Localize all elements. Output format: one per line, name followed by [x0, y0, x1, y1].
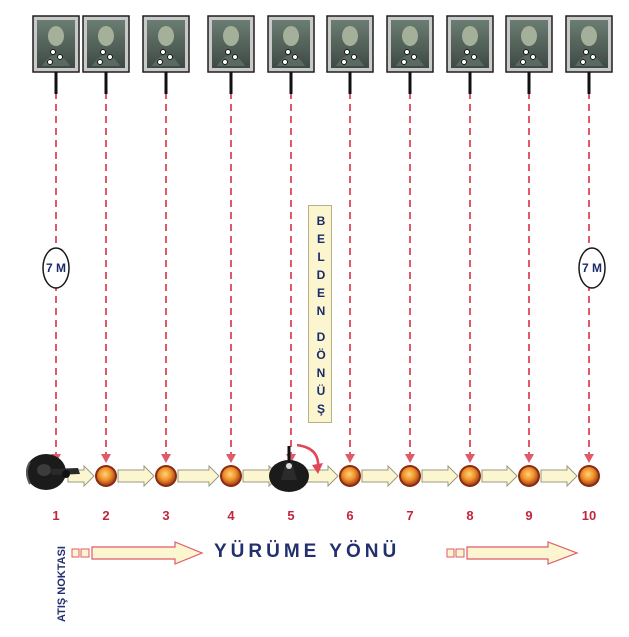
target-photo-icon: [326, 15, 374, 94]
track-arrow: [361, 464, 399, 488]
station-marker-icon: [459, 465, 481, 487]
turn-letter: N: [316, 366, 326, 380]
dashed-lines: [51, 92, 594, 463]
station-marker-icon: [95, 465, 117, 487]
turn-arrow-icon: [296, 443, 323, 474]
target-photo-icon: [446, 15, 494, 94]
station-number: 5: [287, 508, 295, 523]
station-number: 7: [406, 508, 414, 523]
track-arrow: [421, 464, 459, 488]
target-photo-icon: [32, 15, 80, 94]
station-number: 8: [466, 508, 474, 523]
line-arrowhead: [101, 454, 111, 463]
station-number: 10: [581, 508, 597, 523]
station-number: 3: [162, 508, 170, 523]
station-markers: [95, 465, 600, 487]
turn-instruction-box: B E L D E N D Ö N Ü Ş: [308, 205, 332, 423]
turn-letter: Ş: [316, 402, 325, 416]
distance-marker-right: 7 M: [578, 247, 606, 289]
station-marker-icon: [399, 465, 421, 487]
line-arrowhead: [345, 454, 355, 463]
track-arrow: [117, 464, 155, 488]
line-arrowhead: [405, 454, 415, 463]
track-arrow: [481, 464, 518, 488]
direction-arrow-icon: [446, 541, 579, 565]
distance-marker-left: 7 M: [42, 247, 70, 289]
station-marker-icon: [155, 465, 177, 487]
track-arrow: [177, 464, 220, 488]
station-marker-icon: [220, 465, 242, 487]
turn-letter: Ö: [316, 348, 326, 362]
station-number: 9: [525, 508, 533, 523]
line-arrowhead: [226, 454, 236, 463]
turn-word-donus: D Ö N Ü Ş: [309, 328, 333, 418]
turn-letter: D: [316, 268, 326, 282]
target-photo-icon: [386, 15, 434, 94]
turn-letter: N: [316, 304, 326, 318]
distance-label-right: 7 M: [582, 261, 602, 275]
line-arrowhead: [161, 454, 171, 463]
turn-letter: D: [316, 330, 326, 344]
target-photo-icon: [142, 15, 190, 94]
line-arrowhead: [524, 454, 534, 463]
station-marker-icon: [578, 465, 600, 487]
line-arrowhead: [465, 454, 475, 463]
station-number: 2: [102, 508, 110, 523]
turn-letter: Ü: [316, 384, 326, 398]
turn-letter: E: [316, 286, 325, 300]
targets: [32, 15, 613, 94]
turn-letter: B: [316, 214, 326, 228]
turn-word-belden: B E L D E N: [309, 212, 333, 320]
firing-point-label: ATIŞ NOKTASI: [56, 546, 68, 622]
station-number: 1: [52, 508, 60, 523]
target-photo-icon: [82, 15, 130, 94]
line-arrowhead: [584, 454, 594, 463]
target-photo-icon: [565, 15, 613, 94]
target-photo-icon: [207, 15, 255, 94]
track-arrow: [540, 464, 578, 488]
target-photo-icon: [267, 15, 315, 94]
station-marker-icon: [518, 465, 540, 487]
direction-arrow-icon: [71, 541, 204, 565]
turn-letter: E: [316, 232, 325, 246]
station-marker-icon: [339, 465, 361, 487]
walking-track: [67, 464, 578, 488]
station-number: 6: [346, 508, 354, 523]
target-photo-icon: [505, 15, 553, 94]
distance-label-left: 7 M: [46, 261, 66, 275]
shooter-icon: [26, 454, 80, 490]
turning-shooter-icon: [269, 446, 309, 492]
walking-direction-label: YÜRÜME YÖNÜ: [214, 541, 401, 562]
turn-letter: L: [317, 250, 325, 264]
station-number: 4: [227, 508, 235, 523]
